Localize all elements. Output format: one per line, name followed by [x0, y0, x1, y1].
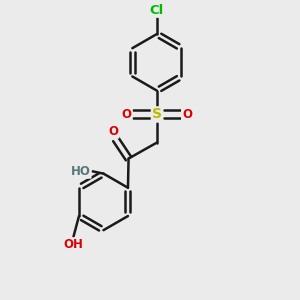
Text: O: O: [182, 108, 192, 121]
Text: OH: OH: [64, 238, 83, 251]
Text: S: S: [152, 107, 162, 121]
Text: O: O: [122, 108, 132, 121]
Text: Cl: Cl: [150, 4, 164, 17]
Text: O: O: [109, 125, 118, 138]
Text: HO: HO: [71, 165, 91, 178]
